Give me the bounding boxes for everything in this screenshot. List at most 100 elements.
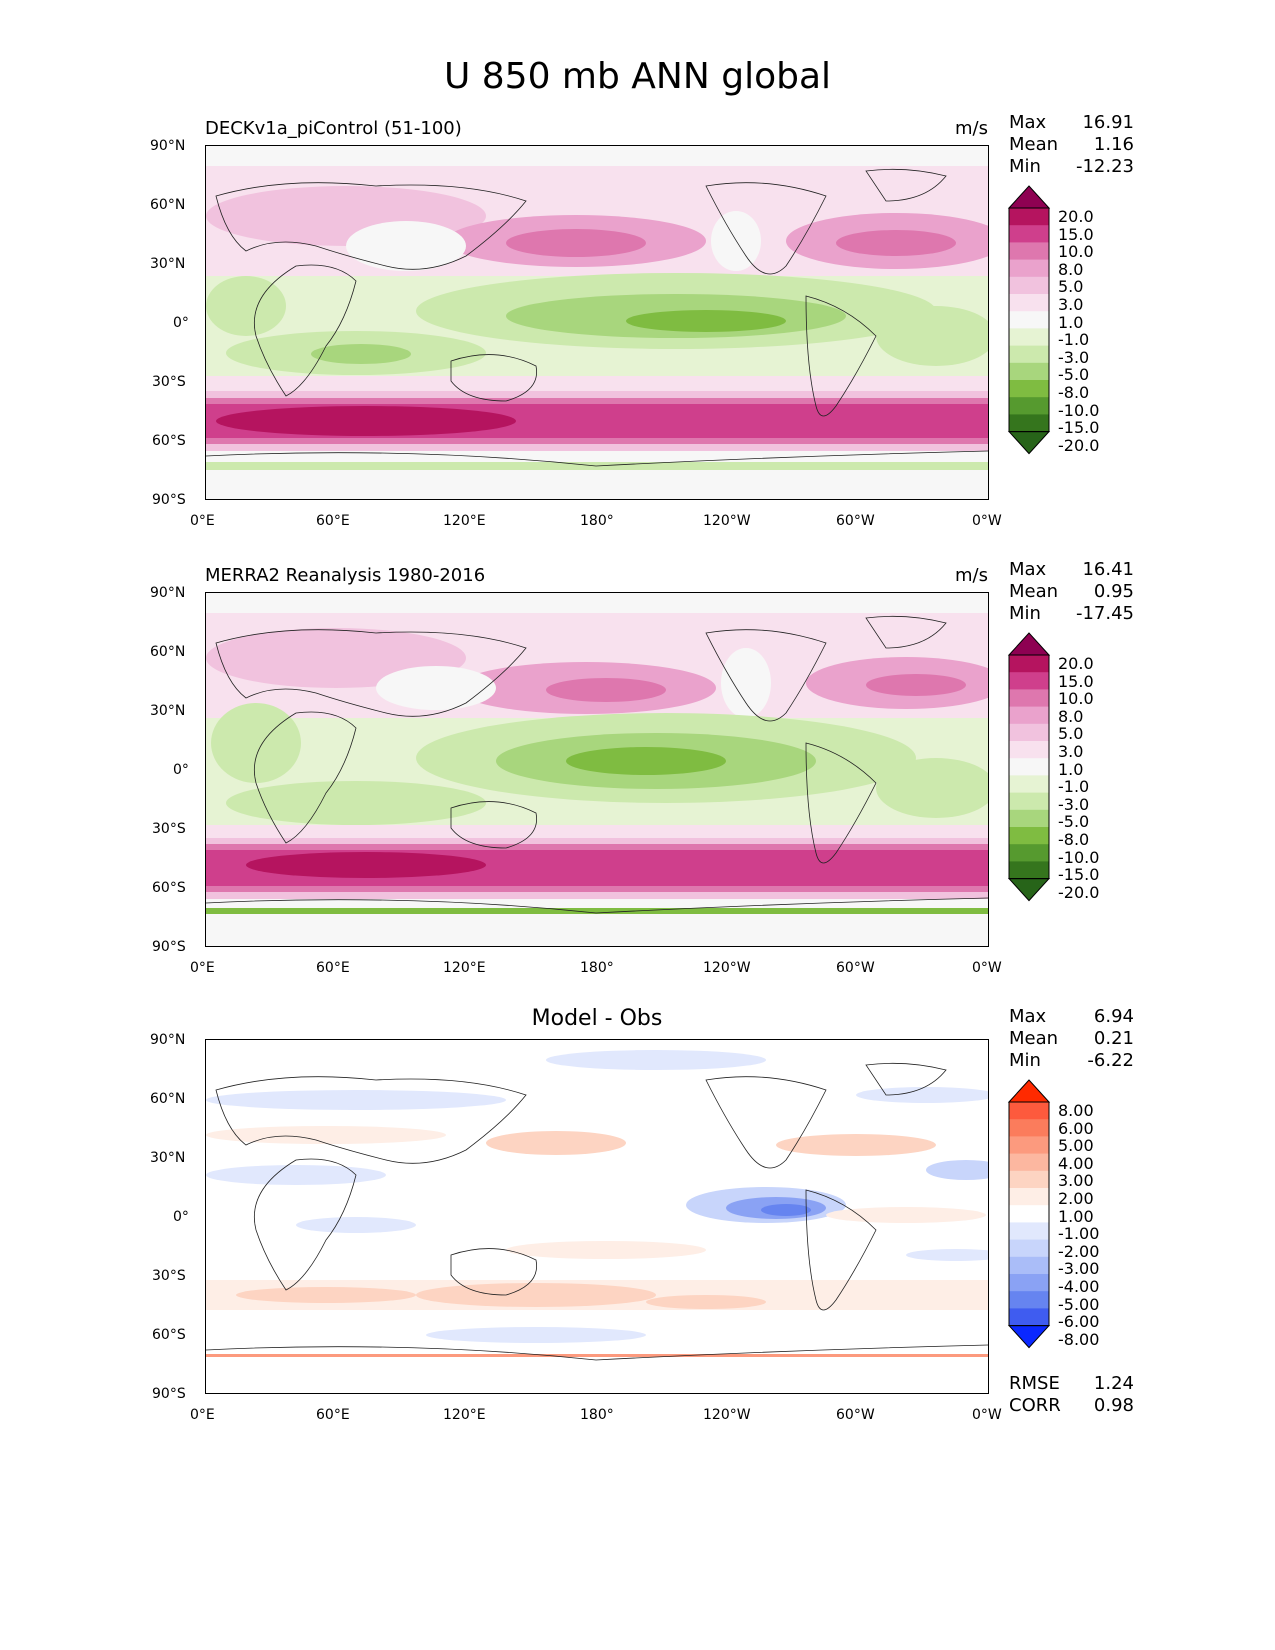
y-tick: 90°S [152, 492, 186, 508]
metric-rmse-value: 1.24 [1093, 1373, 1134, 1394]
colorbar-level: 20.0 [1058, 207, 1094, 226]
colorbar-segment [1009, 1308, 1049, 1326]
colorbar-segment [1009, 1188, 1049, 1206]
stat-label: Mean [1009, 581, 1059, 602]
y-tick: 0° [173, 1209, 189, 1225]
x-tick: 0°W [972, 513, 1002, 529]
panel-1-stats: Max 16.91 Mean 1.16 Min -12.23 [1009, 112, 1134, 178]
stat-label: Min [1009, 156, 1041, 177]
stat-label: Mean [1009, 1028, 1059, 1049]
colorbar-segment [1009, 276, 1049, 295]
y-tick: 60°S [152, 433, 186, 449]
colorbar-segment [1009, 1170, 1049, 1189]
colorbar-level: 3.00 [1058, 1171, 1094, 1191]
figure-title: U 850 mb ANN global [443, 56, 832, 97]
colorbar-segment [1009, 689, 1049, 707]
colorbar-level: -20.0 [1058, 435, 1100, 455]
colorbar-segment [1009, 706, 1049, 725]
y-tick: 60°N [150, 644, 186, 660]
panel-3-map [205, 1039, 989, 1394]
panel-2-label: MERRA2 Reanalysis 1980-2016 [205, 565, 486, 586]
y-tick: 60°S [152, 1327, 186, 1343]
colorbar-segment [1009, 362, 1049, 381]
colorbar-segment [1009, 1205, 1049, 1223]
y-tick: 30°S [152, 1268, 186, 1284]
colorbar-level: -4.00 [1058, 1276, 1100, 1296]
colorbar-segment [1009, 1119, 1049, 1137]
stat-mean-value: 1.16 [1093, 134, 1134, 155]
panel-2-map [205, 592, 989, 947]
x-tick: 180° [580, 1407, 614, 1423]
colorbar-level: -3.0 [1058, 347, 1090, 367]
panel-2-units: m/s [955, 565, 988, 586]
colorbar-level: 1.0 [1058, 759, 1084, 779]
colorbar-segment [1009, 861, 1049, 879]
y-tick: 30°S [152, 821, 186, 837]
colorbar-segment [1009, 1222, 1049, 1240]
colorbar-segment [1009, 844, 1049, 862]
y-tick: 60°S [152, 880, 186, 896]
y-tick: 60°N [150, 1091, 186, 1107]
colorbar-level: 1.00 [1058, 1206, 1094, 1226]
colorbar-level: -10.0 [1058, 847, 1100, 867]
colorbar-segment [1009, 792, 1049, 811]
colorbar-segment [1009, 345, 1049, 364]
x-tick: 0°E [190, 513, 215, 529]
colorbar-segment [1009, 672, 1049, 690]
panel-3-stats: Max 6.94 Mean 0.21 Min -6.22 [1009, 1006, 1134, 1072]
stat-min-value: -12.23 [1075, 156, 1134, 177]
colorbar-extend-max [1007, 632, 1051, 656]
x-tick: 60°E [316, 1407, 350, 1423]
metric-label: RMSE [1009, 1373, 1060, 1394]
panel-2-colorbar-labels: 20.0 15.0 10.0 8.0 5.0 3.0 1.0 -1.0 -3.0… [1058, 655, 1099, 901]
colorbar-level: -10.0 [1058, 400, 1100, 420]
colorbar-segment [1009, 225, 1049, 243]
stat-mean-value: 0.95 [1093, 581, 1134, 602]
x-tick: 60°E [316, 960, 350, 976]
panel-3-colorbar [1007, 1079, 1051, 1349]
colorbar-segment [1009, 1136, 1049, 1154]
colorbar-level: 5.0 [1058, 277, 1084, 297]
stat-label: Min [1009, 1050, 1041, 1071]
colorbar-level: 6.00 [1058, 1118, 1094, 1138]
stat-label: Max [1009, 112, 1047, 133]
colorbar-level: 3.0 [1058, 294, 1084, 314]
colorbar-level: -3.00 [1058, 1259, 1100, 1279]
metric-label: CORR [1009, 1395, 1061, 1416]
colorbar-segment [1009, 758, 1049, 776]
colorbar-level: 10.0 [1058, 242, 1094, 262]
colorbar-frame [1008, 654, 1050, 880]
stat-max-value: 16.41 [1082, 559, 1134, 580]
colorbar-segment [1009, 259, 1049, 278]
x-tick: 120°E [443, 960, 486, 976]
metric-corr-value: 0.98 [1093, 1395, 1134, 1416]
x-tick: 60°W [836, 960, 875, 976]
colorbar-level: -5.0 [1058, 365, 1090, 385]
colorbar-segment [1009, 380, 1049, 398]
colorbar-segment [1009, 775, 1049, 793]
stat-max-value: 6.94 [1093, 1006, 1134, 1027]
panel-3-field [206, 1040, 988, 1393]
colorbar-segment [1009, 414, 1049, 432]
colorbar-level: 3.0 [1058, 741, 1084, 761]
colorbar-segment [1009, 723, 1049, 742]
colorbar-segment [1009, 1274, 1049, 1292]
stat-label: Max [1009, 1006, 1047, 1027]
colorbar-level: 5.0 [1058, 724, 1084, 744]
stat-min-value: -6.22 [1087, 1050, 1134, 1071]
colorbar-frame [1008, 1101, 1050, 1327]
colorbar-segment [1009, 655, 1049, 673]
stat-mean-value: 0.21 [1093, 1028, 1134, 1049]
colorbar-level: -5.00 [1058, 1294, 1100, 1314]
colorbar-level: 8.00 [1058, 1101, 1094, 1120]
colorbar-level: 15.0 [1058, 224, 1094, 244]
x-tick: 0°W [972, 960, 1002, 976]
colorbar-segment [1009, 1256, 1049, 1275]
x-tick: 180° [580, 513, 614, 529]
colorbar-segment [1009, 294, 1049, 312]
colorbar-extend-min [1007, 878, 1051, 902]
colorbar-level: 4.00 [1058, 1153, 1094, 1173]
colorbar-segment [1009, 311, 1049, 329]
y-tick: 30°N [150, 1150, 186, 1166]
x-tick: 120°E [443, 513, 486, 529]
